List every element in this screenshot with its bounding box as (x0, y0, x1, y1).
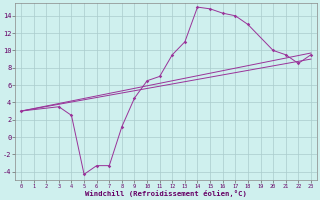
X-axis label: Windchill (Refroidissement éolien,°C): Windchill (Refroidissement éolien,°C) (85, 190, 247, 197)
